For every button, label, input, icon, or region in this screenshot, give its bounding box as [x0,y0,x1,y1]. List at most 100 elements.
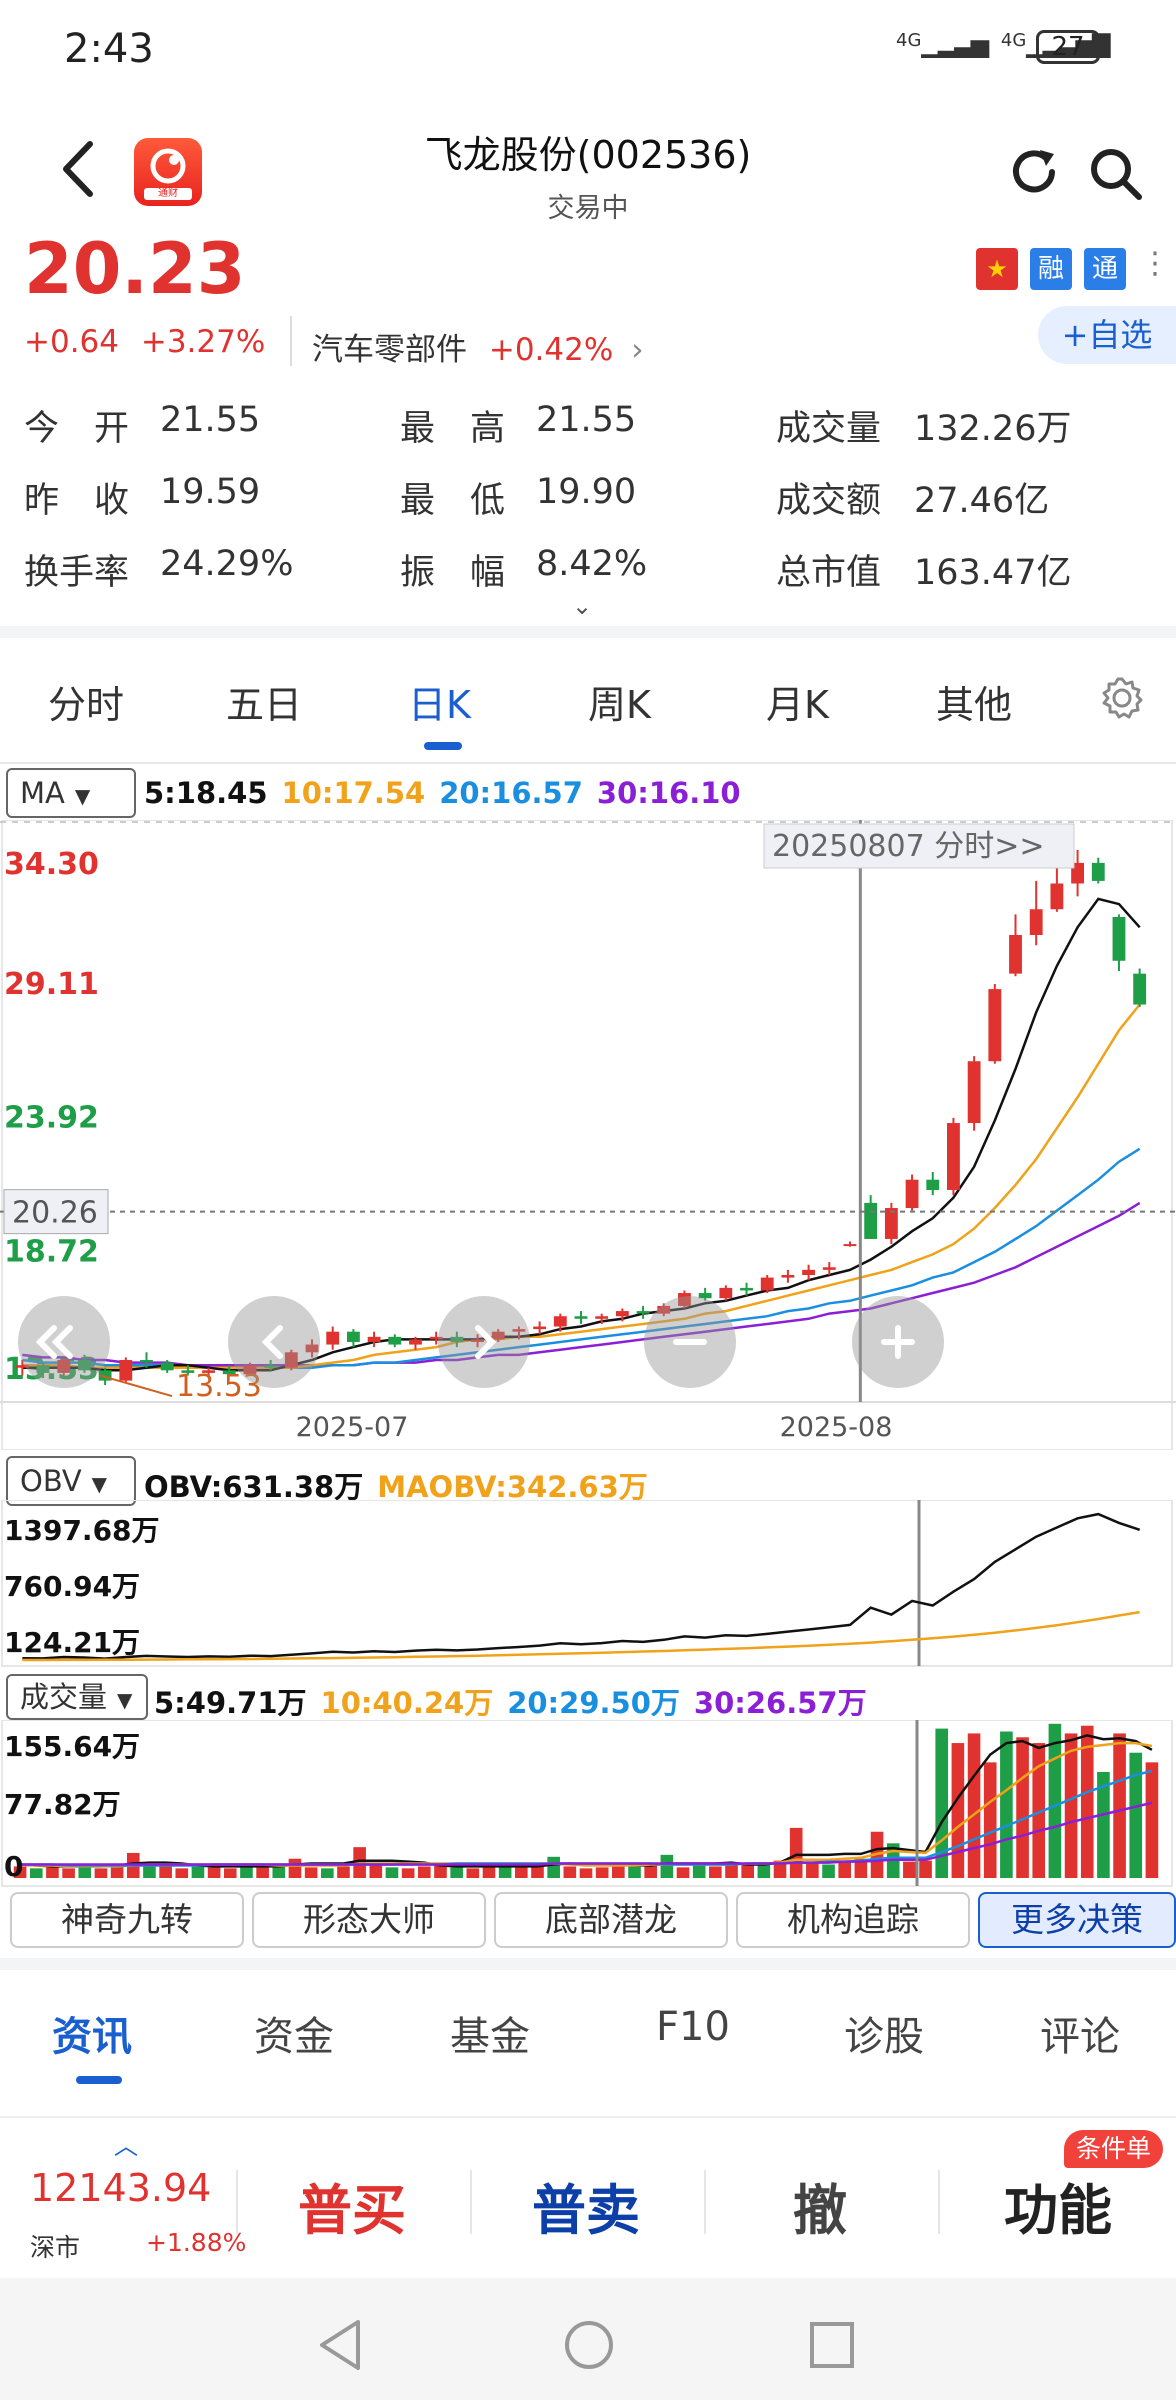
intraday-link[interactable]: 20250807 分时>> [772,829,1045,864]
kline-chart[interactable]: 34.30 29.11 23.92 18.72 13.53 20.26 20250807 分… [0,820,1176,1450]
tab-period[interactable]: 其他 [936,683,1013,727]
margin-trading-badge[interactable]: 融 [1030,248,1072,290]
candle [181,1365,195,1376]
candle [781,1269,795,1283]
y-axis-label: 124.21万 [4,1626,140,1659]
volume-bar [935,1728,949,1878]
volume-bar [304,1867,318,1878]
candle [678,1290,691,1309]
index-value[interactable]: 12143.94 [30,2166,212,2210]
info-tab[interactable]: 诊股 [844,2014,924,2060]
volume-bar [773,1860,787,1878]
divider [290,316,292,366]
info-tab[interactable]: 基金 [450,2014,530,2060]
nav-recents-icon[interactable] [808,2320,856,2370]
search-button[interactable] [1086,144,1146,204]
volume-bar [13,1866,27,1878]
strategy-chip[interactable]: 更多决策 [978,1892,1176,1948]
volume-chart[interactable]: 155.64万 77.82万 0 [0,1720,1176,1888]
function-button[interactable]: 功能 [1004,2179,1112,2242]
obv-chart[interactable]: 1397.68万 760.94万 124.21万 [0,1500,1176,1670]
volume-bar [967,1733,981,1878]
info-tab[interactable]: 评论 [1040,2014,1120,2060]
stock-connect-badge[interactable]: 通 [1084,248,1126,290]
volume-bar [660,1854,674,1878]
candle [1091,857,1105,884]
tab-period[interactable]: 周K [588,683,651,727]
info-tab[interactable]: F10 [656,2004,730,2050]
tab-period[interactable]: 分时 [48,683,125,727]
volume-bar [498,1864,512,1878]
volume-bar [1064,1733,1078,1878]
candle [698,1287,712,1301]
candle [450,1331,464,1348]
chevron-left-icon[interactable] [228,1296,320,1388]
china-flag-icon[interactable]: ★ [976,248,1018,290]
obv-indicator-select[interactable]: OBV ▼ [6,1456,136,1506]
legend-item: 30:26.57万 [693,1686,867,1720]
quote-label: 成交量 [776,409,882,449]
tab-period[interactable]: 五日 [226,683,303,727]
quote-value: 19.59 [160,472,261,512]
info-tab[interactable]: 资讯 [52,2014,132,2060]
quote-value: 19.90 [536,472,637,512]
more-icon[interactable]: ⋮ [1140,246,1170,281]
quote-label: 成交额 [776,481,882,521]
volume-bar [725,1864,738,1878]
tab-period[interactable]: 月K [766,683,829,727]
logo-icon [144,148,192,200]
volume-bar [1048,1723,1062,1878]
volume-indicator-select[interactable]: 成交量 ▼ [6,1674,148,1720]
app-logo[interactable]: 通财 [134,138,202,206]
volume-bar [482,1866,496,1878]
change-percent: +3.27% [140,324,266,360]
quote-value: 163.47亿 [914,553,1072,593]
volume-bar [563,1866,577,1878]
dropdown-arrow-icon: ▼ [91,1472,108,1496]
candle [160,1360,174,1373]
x-axis-label: 2025-08 [780,1412,893,1443]
strategy-chip[interactable]: 神奇九转 [10,1892,244,1948]
status-bar: 2:43 4G▁▂▃▅ 4G▁▂▃▅▇ 27 [0,0,1176,100]
zoom-in-icon[interactable] [852,1296,944,1388]
system-nav-bar [0,2278,1176,2400]
trade-action-bar [0,2118,1176,2278]
sell-button[interactable]: 普卖 [532,2179,640,2242]
strategy-chip[interactable]: 底部潜龙 [494,1892,728,1948]
zoom-out-icon[interactable] [644,1296,736,1388]
conditional-order-badge[interactable]: 条件单 [1064,2130,1164,2168]
volume-bar [822,1864,835,1878]
volume-bar [175,1868,189,1878]
quote-value: 27.46亿 [914,481,1050,521]
scroll-left-icon[interactable] [18,1296,110,1388]
crosshair-price: 20.26 [12,1196,98,1231]
add-watchlist-button[interactable]: +自选 [1038,306,1176,364]
volume-bar [320,1868,334,1878]
divider [0,2116,1176,2118]
cancel-order-button[interactable]: 撤 [793,2179,847,2242]
expand-chevron-icon[interactable]: ⌄ [572,592,593,620]
nav-home-icon[interactable] [562,2318,616,2372]
refresh-button[interactable] [1006,144,1062,200]
info-tab[interactable]: 资金 [254,2014,334,2060]
nav-back-icon[interactable] [316,2318,364,2372]
volume-bar [903,1861,916,1878]
sector-link[interactable]: 汽车零部件 +0.42% › [312,324,644,369]
tab-period[interactable]: 日K [408,683,471,727]
settings-button[interactable] [1100,676,1144,720]
divider [470,2170,472,2234]
intraday-link-box[interactable] [763,823,1075,869]
strategy-chip[interactable]: 形态大师 [252,1892,486,1948]
candle [409,1336,422,1350]
strategy-chip[interactable]: 机构追踪 [736,1892,970,1948]
volume-bar [29,1868,43,1878]
buy-button[interactable]: 普买 [298,2179,406,2242]
volume-bar [337,1866,350,1878]
chevron-up-icon[interactable]: ︿ [114,2132,138,2160]
back-button[interactable] [50,134,110,204]
ma-indicator-select[interactable]: MA ▼ [6,768,136,818]
volume-bar [1113,1733,1126,1878]
volume-bar [1000,1731,1013,1878]
chevron-right-icon[interactable] [438,1296,530,1388]
volume-legend: 5:49.71万 10:40.24万 20:29.50万 30:26.57万 [154,1680,881,1722]
